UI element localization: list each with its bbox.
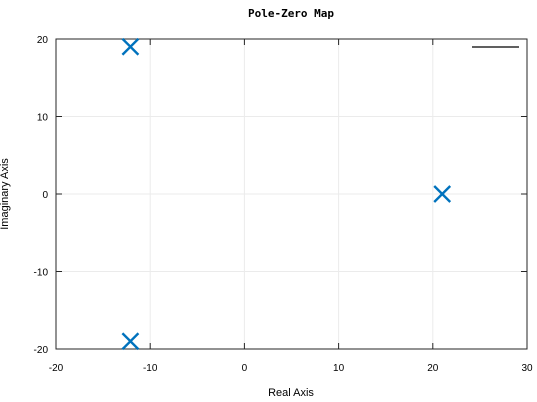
pole-markers: [121, 37, 452, 351]
pole-marker: [433, 185, 452, 203]
y-axis-label: Imaginary Axis: [0, 158, 11, 230]
y-tick-label: 10: [37, 113, 49, 124]
tick-labels: -20 -10 0 10 20 30 -20 -10 0 10 20: [34, 35, 533, 374]
x-axis-label: Real Axis: [268, 387, 314, 399]
x-tick-label: 10: [333, 363, 345, 374]
x-tick-label: 30: [521, 363, 533, 374]
x-tick-label: -10: [143, 363, 158, 374]
x-tick-label: 0: [242, 363, 248, 374]
y-tick-label: 20: [37, 35, 49, 46]
axis-ticks: [55, 38, 528, 350]
y-tick-label: -20: [34, 345, 49, 356]
x-tick-label: -20: [49, 363, 64, 374]
grid-lines: [55, 38, 528, 350]
y-tick-label: -10: [34, 268, 49, 279]
pole-marker: [121, 37, 140, 56]
x-tick-label: 20: [427, 363, 439, 374]
y-tick-label: 0: [42, 190, 48, 201]
chart-title: Pole-Zero Map: [248, 7, 334, 20]
pole-marker: [121, 332, 140, 351]
